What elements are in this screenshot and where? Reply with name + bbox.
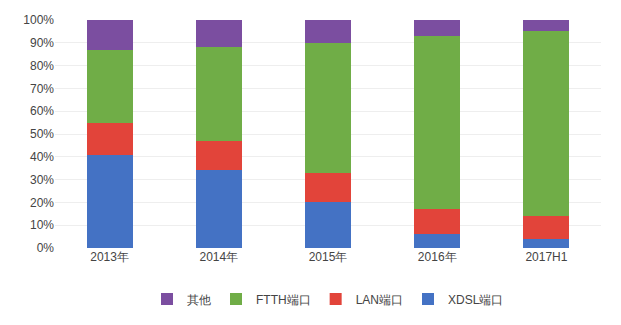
svg-text:LAN端口: LAN端口 [356,293,403,307]
svg-text:2016年: 2016年 [418,250,457,264]
svg-text:60%: 60% [30,104,54,118]
svg-text:80%: 80% [30,59,54,73]
svg-text:50%: 50% [30,127,54,141]
svg-text:100%: 100% [23,13,54,27]
svg-text:FTTH端口: FTTH端口 [256,293,311,307]
svg-text:30%: 30% [30,173,54,187]
svg-text:20%: 20% [30,196,54,210]
svg-text:70%: 70% [30,82,54,96]
svg-text:2017H1: 2017H1 [525,250,567,264]
svg-text:XDSL端口: XDSL端口 [448,293,503,307]
svg-text:90%: 90% [30,36,54,50]
svg-text:40%: 40% [30,150,54,164]
svg-text:2014年: 2014年 [199,250,238,264]
svg-text:2015年: 2015年 [309,250,348,264]
svg-text:其他: 其他 [187,293,211,307]
svg-text:2013年: 2013年 [90,250,129,264]
svg-text:10%: 10% [30,218,54,232]
svg-text:0%: 0% [37,241,55,255]
